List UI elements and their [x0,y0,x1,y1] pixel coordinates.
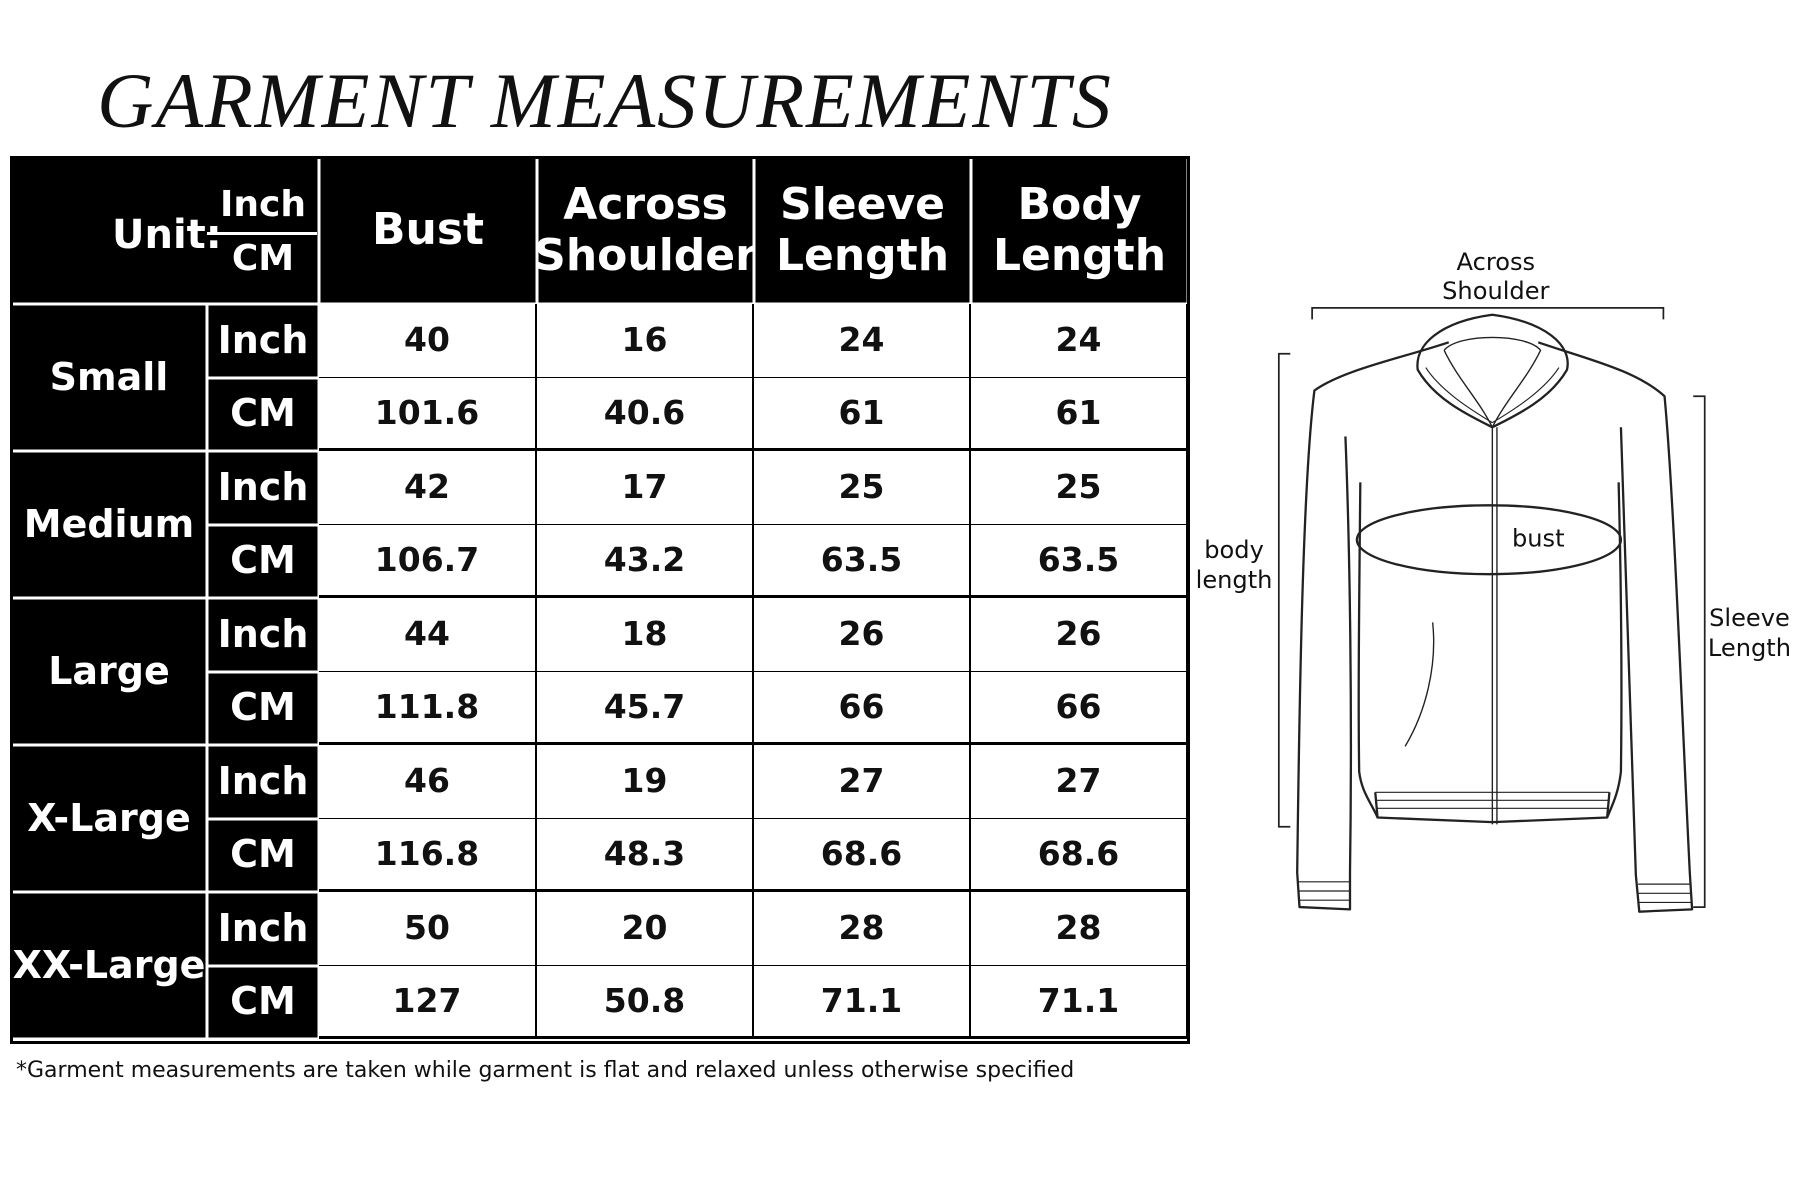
cm-value: 48.3 [537,818,754,892]
inch-value: 20 [537,892,754,966]
body-length-label: length [1196,566,1273,594]
cm-value: 66 [754,671,971,745]
size-label: XX-Large [11,892,207,1039]
footnote: *Garment measurements are taken while ga… [16,1058,1075,1083]
cm-value: 63.5 [754,524,971,598]
sleeve-length-label: Sleeve [1709,604,1790,632]
column-header: Bust [319,157,537,304]
inch-value: 42 [319,451,537,525]
column-header: Across Shoulder [534,157,757,304]
cm-value: 127 [319,965,537,1039]
size-label: Large [11,598,207,745]
inch-value: 24 [971,304,1188,378]
cm-value: 111.8 [319,671,537,745]
inch-value: 25 [754,451,971,525]
inch-value: 27 [971,745,1188,819]
cm-value: 101.6 [319,377,537,451]
inch-value: 25 [971,451,1188,525]
body-length-label: body [1204,536,1264,564]
size-label: Small [11,304,207,451]
inch-value: 28 [754,892,971,966]
inch-value: 28 [971,892,1188,966]
inch-value: 46 [319,745,537,819]
cm-value: 106.7 [319,524,537,598]
unit-inch-label: Inch [207,304,319,378]
inch-value: 40 [319,304,537,378]
title: GARMENT MEASUREMENTS [97,57,1113,144]
inch-value: 26 [754,598,971,672]
unit-inch: Inch [220,184,306,225]
bust-label: bust [1512,525,1565,553]
inch-value: 18 [537,598,754,672]
inch-value: 26 [971,598,1188,672]
unit-inch-label: Inch [207,451,319,525]
inch-value: 19 [537,745,754,819]
cm-value: 71.1 [971,965,1188,1039]
unit-cm-label: CM [207,377,319,451]
cm-value: 66 [971,671,1188,745]
cm-value: 61 [971,377,1188,451]
unit-cm-label: CM [207,818,319,892]
unit-inch-label: Inch [207,892,319,966]
inch-value: 24 [754,304,971,378]
size-label: Medium [11,451,207,598]
cm-value: 116.8 [319,818,537,892]
unit-divider [207,232,317,235]
inch-value: 16 [537,304,754,378]
size-label: X-Large [11,745,207,892]
cm-value: 68.6 [754,818,971,892]
cm-value: 43.2 [537,524,754,598]
unit-header [11,157,319,304]
inch-value: 44 [319,598,537,672]
jacket-drawing [1296,313,1694,913]
unit-cm-label: CM [207,524,319,598]
unit-cm-label: CM [207,671,319,745]
inch-value: 50 [319,892,537,966]
unit-inch-label: Inch [207,598,319,672]
cm-value: 68.6 [971,818,1188,892]
cm-value: 45.7 [537,671,754,745]
inch-value: 27 [754,745,971,819]
unit-cm-label: CM [207,965,319,1039]
inch-value: 17 [537,451,754,525]
column-header: Body Length [971,157,1188,304]
across-shoulder-label: Across [1457,248,1536,276]
cm-value: 63.5 [971,524,1188,598]
cm-value: 40.6 [537,377,754,451]
across-shoulder-label: Shoulder [1442,277,1549,305]
column-header: Sleeve Length [754,157,971,304]
cm-value: 50.8 [537,965,754,1039]
cm-value: 71.1 [754,965,971,1039]
unit-label: Unit: [112,212,222,258]
cm-value: 61 [754,377,971,451]
measure-lines [1277,306,1706,908]
unit-cm: CM [231,238,295,279]
unit-inch-label: Inch [207,745,319,819]
sleeve-length-label: Length [1708,634,1791,662]
